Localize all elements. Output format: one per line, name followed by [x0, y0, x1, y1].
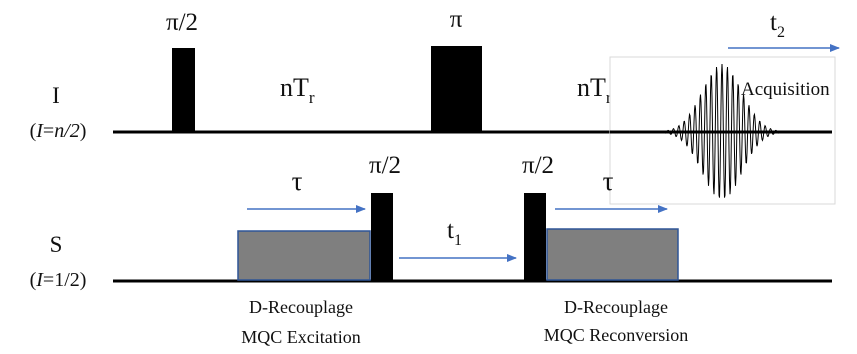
recoupling-excitation-block [237, 230, 371, 281]
reconversion-caption-line2: MQC Reconversion [544, 325, 688, 345]
acquisition-label: Acquisition [741, 79, 830, 100]
s-channel-spin: (I=1/2) [30, 269, 87, 291]
tau-label-first: τ [292, 166, 303, 196]
excitation-caption-line1: D-Recouplage [249, 297, 353, 317]
s-pi-half-pulse-first [371, 193, 393, 281]
excitation-caption-line2: MQC Excitation [241, 327, 361, 347]
i-pi-pulse [431, 46, 482, 131]
s-pi-half-pulse-first-label: π/2 [369, 152, 401, 179]
i-pi-pulse-label: π [450, 6, 463, 33]
fid-signal [642, 63, 808, 198]
i-pi-half-pulse-label: π/2 [166, 9, 198, 36]
t1-label: t1 [447, 217, 462, 249]
i-channel-label: I [52, 83, 60, 108]
ntr-delay-first: nTr [280, 73, 315, 107]
tau-label-second: τ [603, 166, 614, 196]
s-pi-half-pulse-second [524, 193, 546, 281]
ntr-delay-second: nTr [577, 73, 612, 107]
reconversion-caption-line1: D-Recouplage [564, 297, 668, 317]
i-channel-spin: (I=n/2) [30, 120, 87, 142]
s-pi-half-pulse-second-label: π/2 [522, 152, 554, 179]
recoupling-reconversion-block [546, 228, 679, 281]
t2-label: t2 [770, 9, 785, 41]
s-channel-label: S [50, 232, 63, 257]
i-pi-half-pulse [172, 48, 195, 131]
